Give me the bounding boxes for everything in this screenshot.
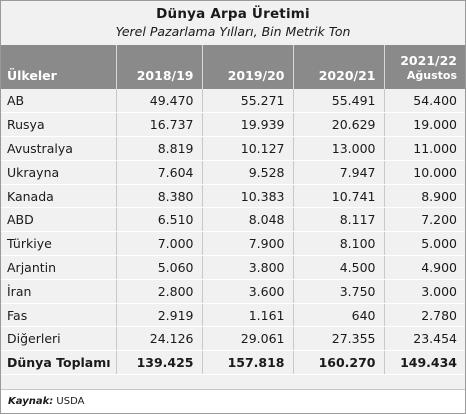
country-cell: Türkiye <box>1 231 116 257</box>
value-cell: 3.000 <box>383 279 465 304</box>
value-cell: 23.454 <box>383 326 465 352</box>
value-cell: 10.383 <box>201 184 293 209</box>
value-cell: 149.434 <box>383 350 465 376</box>
value-cell: 29.061 <box>201 326 293 352</box>
country-cell: Dünya Toplamı <box>1 350 116 376</box>
source-note: Kaynak: USDA <box>1 389 465 413</box>
value-cell: 19.939 <box>201 112 293 138</box>
value-cell: 8.819 <box>115 136 202 161</box>
value-cell: 7.000 <box>115 231 202 257</box>
table-row: Ukrayna 7.604 9.528 7.947 10.000 <box>1 160 465 185</box>
header-2019-20: 2019/20 <box>201 45 293 89</box>
table-row: İran 2.800 3.600 3.750 3.000 <box>1 279 465 304</box>
value-cell: 54.400 <box>383 89 465 114</box>
country-cell: Avustralya <box>1 136 116 161</box>
value-cell: 8.900 <box>383 184 465 209</box>
value-cell: 7.900 <box>201 231 293 257</box>
country-cell: İran <box>1 279 116 304</box>
value-cell: 4.500 <box>292 255 384 280</box>
value-cell: 5.000 <box>383 231 465 257</box>
value-cell: 3.750 <box>292 279 384 304</box>
country-cell: Diğerleri <box>1 326 116 352</box>
value-cell: 9.528 <box>201 160 293 185</box>
value-cell: 11.000 <box>383 136 465 161</box>
value-cell: 24.126 <box>115 326 202 352</box>
value-cell: 3.600 <box>201 279 293 304</box>
value-cell: 55.271 <box>201 89 293 114</box>
header-2018-19: 2018/19 <box>115 45 202 89</box>
total-row: Dünya Toplamı 139.425 157.818 160.270 149.43… <box>1 350 465 376</box>
table-row: Avustralya 8.819 10.127 13.000 11.000 <box>1 136 465 161</box>
country-cell: Arjantin <box>1 255 116 280</box>
value-cell: 10.741 <box>292 184 384 209</box>
source-value: USDA <box>56 396 85 407</box>
table-row: Arjantin 5.060 3.800 4.500 4.900 <box>1 255 465 280</box>
country-cell: ABD <box>1 207 116 233</box>
value-cell: 3.800 <box>201 255 293 280</box>
production-table: Ülkeler 2018/19 2019/20 2020/21 2021/22 … <box>1 45 465 376</box>
value-cell: 10.000 <box>383 160 465 185</box>
table-row: Türkiye 7.000 7.900 8.100 5.000 <box>1 231 465 257</box>
value-cell: 10.127 <box>201 136 293 161</box>
table-row: Rusya 16.737 19.939 20.629 19.000 <box>1 112 465 138</box>
table-title: Dünya Arpa Üretimi <box>156 6 310 22</box>
country-cell: Rusya <box>1 112 116 138</box>
value-cell: 640 <box>292 303 384 328</box>
table-row: AB 49.470 55.271 55.491 54.400 <box>1 89 465 114</box>
value-cell: 139.425 <box>115 350 202 376</box>
value-cell: 7.200 <box>383 207 465 233</box>
value-cell: 6.510 <box>115 207 202 233</box>
value-cell: 8.380 <box>115 184 202 209</box>
value-cell: 13.000 <box>292 136 384 161</box>
table-row: Kanada 8.380 10.383 10.741 8.900 <box>1 184 465 209</box>
value-cell: 160.270 <box>292 350 384 376</box>
value-cell: 27.355 <box>292 326 384 352</box>
value-cell: 7.604 <box>115 160 202 185</box>
value-cell: 2.800 <box>115 279 202 304</box>
table-subtitle: Yerel Pazarlama Yılları, Bin Metrik Ton <box>115 24 351 39</box>
header-2020-21: 2020/21 <box>292 45 384 89</box>
table-row: Fas 2.919 1.161 640 2.780 <box>1 303 465 328</box>
country-cell: Ukrayna <box>1 160 116 185</box>
value-cell: 16.737 <box>115 112 202 138</box>
title-block: Dünya Arpa Üretimi Yerel Pazarlama Yılla… <box>1 1 465 45</box>
value-cell: 2.919 <box>115 303 202 328</box>
country-cell: Kanada <box>1 184 116 209</box>
value-cell: 1.161 <box>201 303 293 328</box>
header-2021-22-sub: Ağustos <box>406 69 457 82</box>
value-cell: 8.048 <box>201 207 293 233</box>
value-cell: 19.000 <box>383 112 465 138</box>
value-cell: 4.900 <box>383 255 465 280</box>
table-row: Diğerleri 24.126 29.061 27.355 23.454 <box>1 326 465 352</box>
header-countries: Ülkeler <box>1 45 116 89</box>
value-cell: 8.117 <box>292 207 384 233</box>
source-label: Kaynak: <box>8 396 54 407</box>
value-cell: 8.100 <box>292 231 384 257</box>
header-2021-22: 2021/22 Ağustos <box>383 45 465 89</box>
value-cell: 20.629 <box>292 112 384 138</box>
value-cell: 49.470 <box>115 89 202 114</box>
value-cell: 5.060 <box>115 255 202 280</box>
value-cell: 55.491 <box>292 89 384 114</box>
table-row: ABD 6.510 8.048 8.117 7.200 <box>1 207 465 233</box>
country-cell: Fas <box>1 303 116 328</box>
country-cell: AB <box>1 89 116 114</box>
value-cell: 7.947 <box>292 160 384 185</box>
value-cell: 157.818 <box>201 350 293 376</box>
header-row: Ülkeler 2018/19 2019/20 2020/21 2021/22 … <box>1 45 465 89</box>
value-cell: 2.780 <box>383 303 465 328</box>
